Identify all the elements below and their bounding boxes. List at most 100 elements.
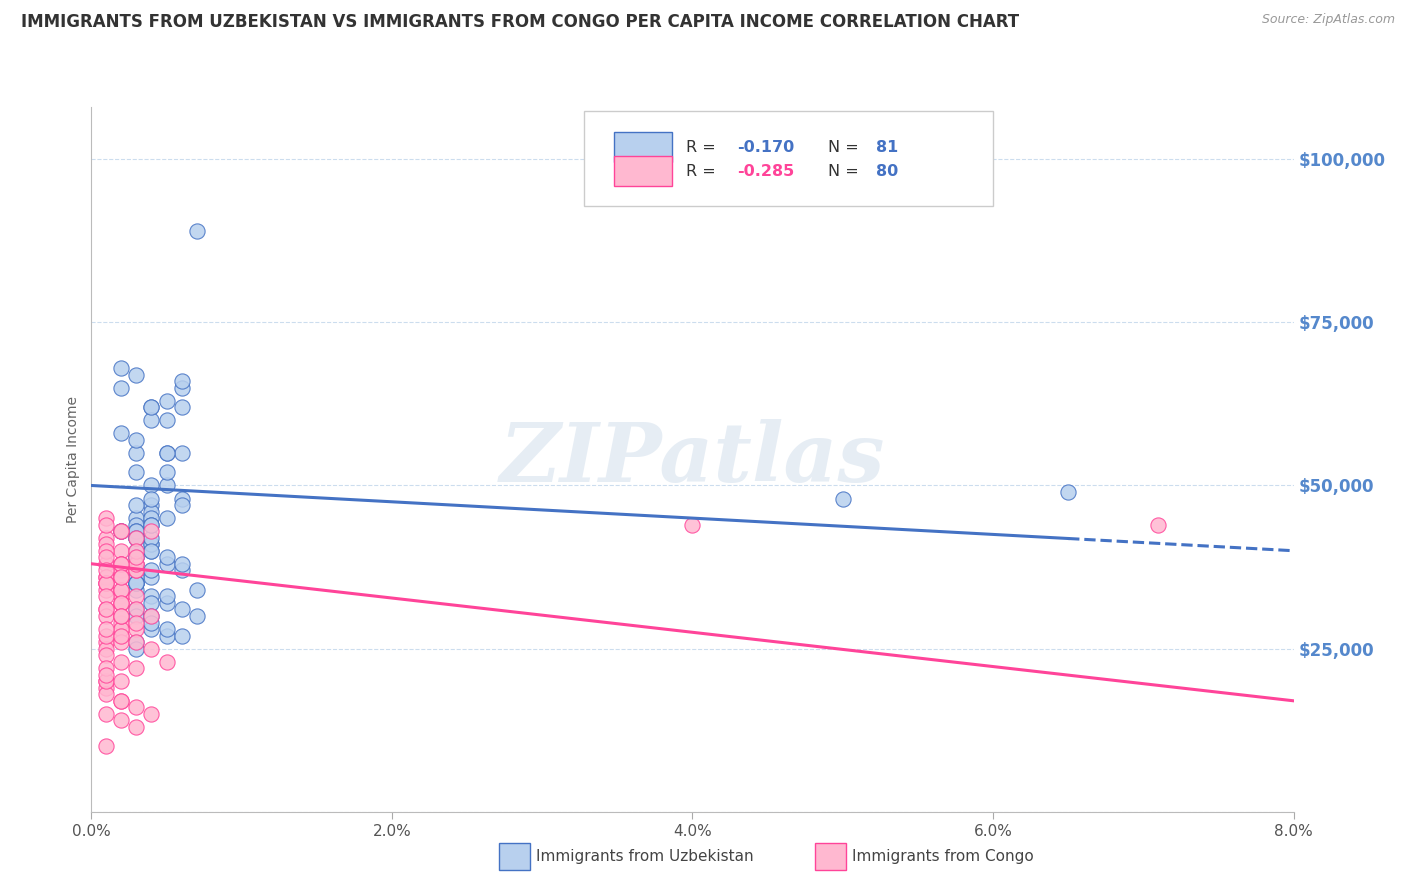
Text: R =: R = <box>686 140 721 154</box>
Point <box>110 596 132 610</box>
Point <box>170 491 193 506</box>
Point <box>141 400 163 414</box>
Text: Source: ZipAtlas.com: Source: ZipAtlas.com <box>1261 13 1395 27</box>
Point <box>125 635 148 649</box>
Text: 80: 80 <box>876 163 898 178</box>
Point <box>125 609 148 624</box>
Point <box>1147 517 1170 532</box>
Point <box>96 570 118 584</box>
Point <box>170 628 193 642</box>
Point <box>125 590 148 604</box>
Point <box>110 524 132 538</box>
Point <box>110 582 132 597</box>
Point <box>96 681 118 695</box>
Point <box>110 615 132 630</box>
Point <box>125 524 148 538</box>
Point <box>141 609 163 624</box>
Point <box>110 628 132 642</box>
Point <box>125 550 148 565</box>
Point <box>110 381 132 395</box>
Point <box>141 531 163 545</box>
Point <box>110 694 132 708</box>
Point <box>155 655 177 669</box>
Point <box>110 582 132 597</box>
Point <box>125 531 148 545</box>
Point <box>141 413 163 427</box>
Point <box>141 590 163 604</box>
Point <box>110 557 132 571</box>
Point <box>125 576 148 591</box>
Point <box>141 537 163 551</box>
Point <box>125 517 148 532</box>
FancyBboxPatch shape <box>585 111 993 206</box>
Point <box>110 524 132 538</box>
Point <box>125 661 148 675</box>
Point <box>110 609 132 624</box>
Point <box>125 576 148 591</box>
Point <box>170 557 193 571</box>
Text: N =: N = <box>828 163 865 178</box>
Point <box>155 628 177 642</box>
Point <box>125 531 148 545</box>
Point <box>110 596 132 610</box>
Point <box>96 582 118 597</box>
Text: 81: 81 <box>876 140 898 154</box>
Point <box>141 517 163 532</box>
Point <box>125 576 148 591</box>
Point <box>170 374 193 388</box>
Point <box>170 446 193 460</box>
Point <box>125 615 148 630</box>
Point <box>155 596 177 610</box>
Point <box>125 635 148 649</box>
Point <box>96 661 118 675</box>
Point <box>125 466 148 480</box>
Point <box>125 543 148 558</box>
Point <box>110 590 132 604</box>
Point <box>681 517 703 532</box>
Point <box>125 622 148 636</box>
Point <box>96 628 118 642</box>
Point <box>110 570 132 584</box>
Point <box>125 531 148 545</box>
Point <box>141 400 163 414</box>
Point <box>96 622 118 636</box>
Point <box>96 511 118 525</box>
Point <box>125 602 148 616</box>
Point <box>110 622 132 636</box>
Point <box>170 381 193 395</box>
Point <box>141 609 163 624</box>
Text: IMMIGRANTS FROM UZBEKISTAN VS IMMIGRANTS FROM CONGO PER CAPITA INCOME CORRELATIO: IMMIGRANTS FROM UZBEKISTAN VS IMMIGRANTS… <box>21 13 1019 31</box>
Point <box>186 224 208 238</box>
Point <box>110 426 132 441</box>
Point <box>96 576 118 591</box>
Point <box>141 622 163 636</box>
Point <box>96 590 118 604</box>
Point <box>96 576 118 591</box>
Point <box>831 491 853 506</box>
Point <box>155 550 177 565</box>
Point <box>125 511 148 525</box>
Point <box>155 466 177 480</box>
Point <box>125 368 148 382</box>
Point <box>186 582 208 597</box>
Point <box>141 491 163 506</box>
Point <box>170 400 193 414</box>
Point <box>110 596 132 610</box>
Point <box>125 543 148 558</box>
Text: N =: N = <box>828 140 865 154</box>
Point <box>110 524 132 538</box>
Point <box>155 446 177 460</box>
Point <box>96 648 118 662</box>
Point <box>125 557 148 571</box>
Text: R =: R = <box>686 163 721 178</box>
Point <box>96 517 118 532</box>
Point <box>96 687 118 701</box>
Point <box>125 570 148 584</box>
Point <box>96 557 118 571</box>
Point <box>141 570 163 584</box>
Point <box>96 531 118 545</box>
Point <box>155 622 177 636</box>
Point <box>141 543 163 558</box>
Point <box>141 543 163 558</box>
Point <box>186 609 208 624</box>
